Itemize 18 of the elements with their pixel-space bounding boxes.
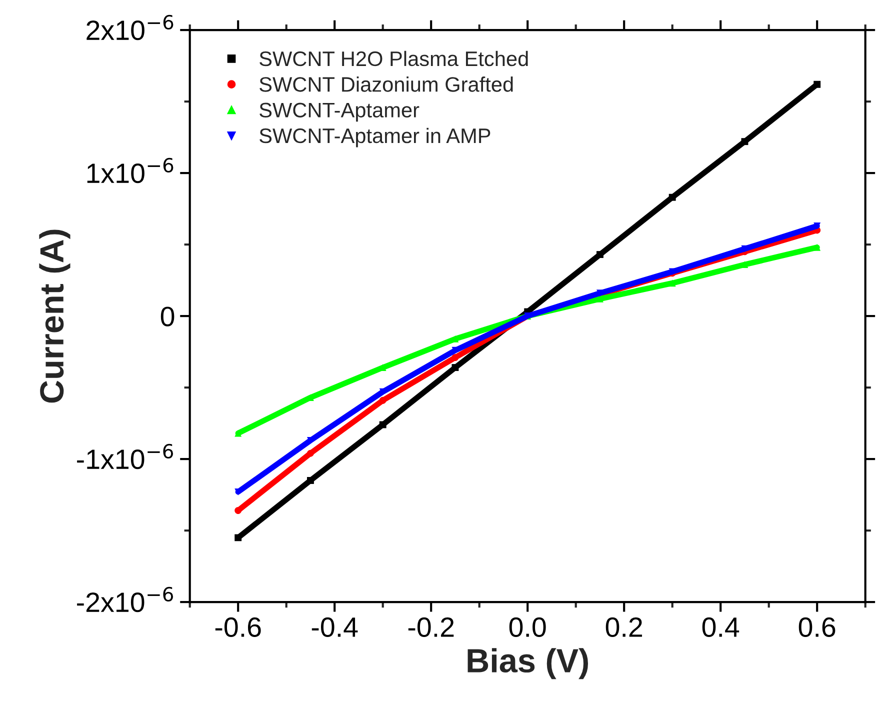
legend-label: SWCNT-Aptamer in AMP (260, 128, 490, 148)
legend-label: SWCNT-Aptamer (260, 102, 420, 122)
x-tick-label: 0.4 (702, 617, 740, 638)
x-tick-label: -0.2 (408, 617, 454, 638)
x-tick-label: 0.0 (509, 617, 546, 638)
x-tick-label: 0.2 (606, 617, 642, 638)
x-tick-label: -0.4 (312, 617, 358, 638)
y-tick-label: 2x10$^{−6}$ (86, 14, 174, 40)
y-tick-label: 0 (160, 306, 174, 326)
y-tick-label: 1x10$^{−6}$ (87, 158, 174, 184)
x-tick-label: -0.6 (215, 617, 261, 638)
y-axis-title: Current (A) (39, 230, 70, 403)
legend-label: SWCNT H2O Plasma Etched (260, 50, 528, 66)
y-tick-label: -2x10$^{−6}$ (77, 586, 174, 612)
y-tick-label: -1x10$^{−6}$ (77, 444, 174, 470)
x-axis-title: Bias (V) (468, 648, 588, 680)
legend-label: SWCNT Diazonium Grafted (260, 76, 513, 92)
x-tick-label: 0.6 (798, 617, 836, 638)
